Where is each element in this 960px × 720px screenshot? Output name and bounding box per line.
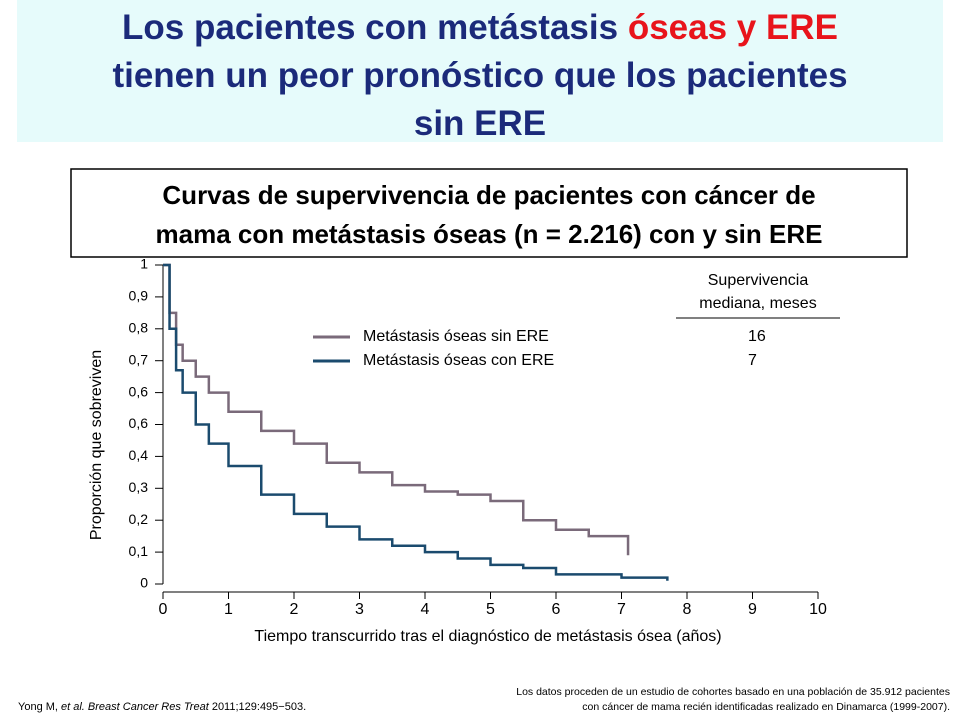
citation: Yong M, et al. Breast Cancer Res Treat 2… — [18, 701, 306, 713]
slide-title: Los pacientes con metástasis óseas y ERE — [122, 8, 838, 47]
median-value: 7 — [748, 352, 757, 369]
citation-part: 2011;129:495−503. — [209, 701, 306, 713]
y-tick-label: 0,1 — [129, 543, 149, 559]
title-part: Los pacientes con metástasis — [122, 8, 628, 47]
title-part: sin ERE — [414, 104, 546, 143]
y-tick-label: 1 — [140, 256, 148, 272]
survival-curve — [163, 263, 669, 581]
citation-part: Yong M, — [18, 701, 61, 713]
x-tick-label: 9 — [748, 601, 757, 618]
title-part: óseas y ERE — [628, 8, 838, 47]
title-part: tienen un peor pronóstico que los pacien… — [112, 56, 847, 95]
chart-title: Curvas de supervivencia de pacientes con… — [162, 180, 815, 210]
x-tick-label: 3 — [355, 601, 364, 618]
median-header: Supervivencia — [708, 272, 809, 289]
y-tick-label: 0,7 — [129, 351, 149, 367]
x-tick-label: 5 — [486, 601, 495, 618]
citation-part: et al. Breast Cancer Res Treat — [61, 701, 210, 713]
source-note: Los datos proceden de un estudio de coho… — [516, 686, 950, 698]
chart-title: mama con metástasis óseas (n = 2.216) co… — [156, 219, 823, 249]
x-tick-label: 2 — [290, 601, 299, 618]
source-note: con cáncer de mama recién identificadas … — [582, 701, 950, 713]
y-tick-label: 0,9 — [129, 288, 149, 304]
y-tick-label: 0,8 — [129, 320, 149, 336]
slide-title: sin ERE — [414, 104, 546, 143]
median-value: 16 — [748, 328, 766, 345]
title-band — [17, 0, 943, 142]
median-header: mediana, meses — [699, 295, 816, 312]
legend-label: Metástasis óseas con ERE — [363, 352, 554, 369]
x-tick-label: 4 — [421, 601, 430, 618]
slide-title: tienen un peor pronóstico que los pacien… — [112, 56, 847, 95]
x-tick-label: 10 — [809, 601, 827, 618]
subtitle-box — [70, 168, 908, 258]
x-tick-label: 7 — [617, 601, 626, 618]
x-tick-label: 8 — [683, 601, 692, 618]
y-tick-label: 0 — [140, 575, 148, 591]
y-tick-label: 0,6 — [129, 415, 149, 431]
x-tick-label: 1 — [224, 601, 233, 618]
y-tick-label: 0,6 — [129, 383, 149, 399]
y-tick-label: 0,2 — [129, 511, 149, 527]
x-tick-label: 6 — [552, 601, 561, 618]
y-axis-label: Proporción que sobreviven — [88, 350, 105, 540]
survival-curve — [163, 263, 630, 556]
y-tick-label: 0,3 — [129, 479, 149, 495]
legend-label: Metástasis óseas sin ERE — [363, 328, 549, 345]
x-axis-label: Tiempo transcurrido tras el diagnóstico … — [254, 628, 721, 645]
y-tick-label: 0,4 — [129, 447, 149, 463]
x-tick-label: 0 — [159, 601, 168, 618]
